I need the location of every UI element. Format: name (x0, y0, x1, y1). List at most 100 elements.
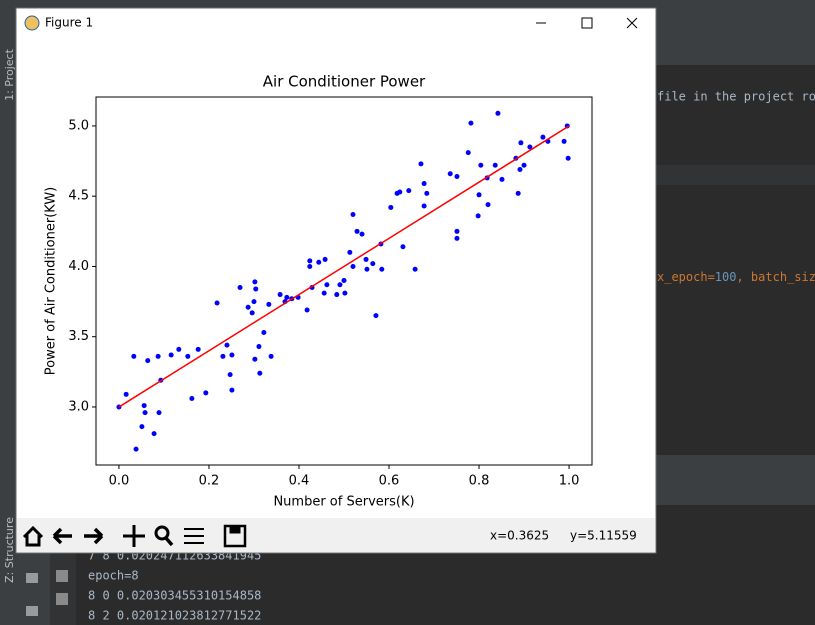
y-tick-label: 4.0 (68, 259, 89, 274)
scatter-point (168, 352, 174, 358)
console-icon[interactable] (56, 593, 68, 605)
scatter-point (266, 301, 272, 307)
scatter-point (388, 204, 394, 210)
scatter-point (342, 290, 348, 296)
scatter-point (476, 192, 482, 198)
scatter-point (527, 144, 533, 150)
scatter-point (350, 211, 356, 217)
scatter-point (363, 256, 369, 262)
side-tab[interactable]: 1: Project (3, 48, 16, 101)
toolbar (17, 518, 655, 552)
zoom-button[interactable] (154, 525, 170, 541)
scatter-point (224, 342, 230, 348)
scatter-point (220, 353, 226, 359)
scatter-point (495, 110, 501, 116)
plot: 0.0 0.2 0.4 0.6 0.8 1.0 3.0 3.5 4.0 4.5 5.0 (68, 110, 580, 489)
home-button[interactable] (22, 525, 44, 547)
scatter-point (465, 150, 471, 156)
scatter-point (515, 190, 521, 196)
scatter-point (139, 424, 145, 430)
zoom-handle (164, 536, 174, 547)
scatter-point (229, 387, 235, 393)
y-tick-label: 4.5 (68, 189, 89, 204)
scatter-point (249, 310, 255, 316)
scatter-point (133, 446, 139, 452)
scatter-point (454, 228, 460, 234)
scatter-point (347, 249, 353, 255)
x-tick-label: 0.4 (289, 474, 310, 489)
back-button[interactable] (52, 527, 72, 545)
scatter-point (370, 261, 376, 267)
y-tick-label: 3.5 (68, 329, 89, 344)
ide-menubar (0, 0, 815, 8)
side-tab[interactable]: Z: Structure (3, 517, 16, 583)
maximize-button[interactable] (581, 17, 593, 29)
x-axis-label: Number of Servers(K) (273, 495, 414, 510)
scatter-point (284, 294, 290, 300)
scatter-point (418, 161, 424, 167)
x-tick-label: 0.8 (469, 474, 490, 489)
scatter-point (364, 266, 370, 272)
app-icon (24, 15, 40, 31)
scatter-point (334, 292, 340, 298)
console-icon[interactable] (56, 570, 68, 582)
scatter-point (142, 410, 148, 416)
x-tick-label: 1.0 (559, 474, 580, 489)
scatter-point (261, 329, 267, 335)
y-tick-label: 3.0 (68, 399, 89, 414)
ide-toolbar (656, 8, 815, 40)
scatter-point (447, 171, 453, 177)
scatter-point (195, 346, 201, 352)
scatter-point (454, 235, 460, 241)
scatter-point (322, 256, 328, 262)
scatter-point (252, 279, 258, 285)
scatter-point (373, 313, 379, 319)
scatter-point (517, 167, 523, 173)
scatter-point (131, 353, 137, 359)
scatter-point (156, 410, 162, 416)
scatter-point (227, 372, 233, 378)
scatter-point (141, 403, 147, 409)
x-tick-label: 0.6 (379, 474, 400, 489)
forward-button[interactable] (84, 527, 104, 545)
scatter-point (324, 282, 330, 288)
toolbar-buttons (22, 524, 247, 548)
scatter-point (256, 344, 262, 350)
close-button[interactable] (626, 17, 638, 29)
scatter-point (237, 285, 243, 291)
x-readout: x=0.3625 (490, 529, 549, 543)
scatter-point (268, 353, 274, 359)
scatter-point (257, 370, 263, 376)
scatter-point (155, 353, 161, 359)
scatter-point (421, 181, 427, 187)
scatter-point (307, 258, 313, 264)
console-line: epoch=8 (88, 569, 139, 583)
scatter-point (397, 189, 403, 195)
scatter-point (424, 190, 430, 196)
scatter-point (518, 140, 524, 146)
scatter-point (341, 278, 347, 284)
configure-button[interactable] (184, 528, 204, 544)
gutter-icon[interactable] (26, 606, 38, 616)
editor-text: file in the project roo (657, 90, 815, 104)
scatter-point (321, 290, 327, 296)
scatter-point (151, 431, 157, 437)
scatter-point (176, 346, 182, 352)
save-button[interactable] (223, 524, 247, 548)
pan-button[interactable] (123, 525, 145, 547)
gutter-icon[interactable] (26, 573, 38, 583)
scatter-point (145, 358, 151, 364)
scatter-point (214, 300, 220, 306)
scatter-point (565, 155, 571, 161)
fit-line (118, 125, 570, 408)
scatter-point (412, 266, 418, 272)
scatter-point (185, 353, 191, 359)
scatter-point (350, 263, 356, 269)
console-line: 8 0 0.020303455310154858 (88, 589, 261, 603)
scatter-point (561, 138, 567, 144)
ide-run-tabs (656, 455, 815, 505)
y-readout: y=5.11559 (570, 529, 637, 543)
scatter-point (521, 162, 527, 168)
code-token: x_epoch= (657, 270, 715, 284)
